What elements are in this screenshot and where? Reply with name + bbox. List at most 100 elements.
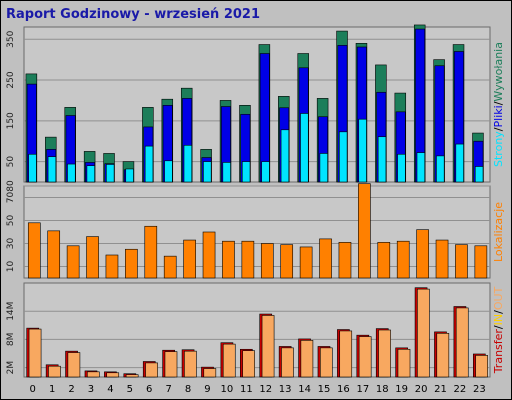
x-tick-label-hour-8: 8 — [185, 384, 191, 395]
bar-in-hour-2 — [67, 352, 81, 378]
bar-lokalizacje-hour-3 — [86, 236, 99, 279]
bar-in-hour-10 — [222, 343, 236, 378]
x-tick-label-hour-0: 0 — [30, 384, 36, 395]
bar-in-hour-13 — [281, 347, 294, 378]
bar-strony-hour-3 — [86, 165, 95, 183]
x-tick-label-hour-21: 21 — [434, 384, 447, 395]
bar-strony-hour-1 — [47, 156, 57, 183]
bar-strony-hour-0 — [28, 153, 37, 183]
bar-lokalizacje-hour-19 — [396, 240, 410, 279]
bar-lokalizacje-hour-23 — [474, 245, 488, 279]
bar-in-hour-0 — [28, 328, 42, 378]
bar-strony-hour-13 — [280, 129, 290, 183]
bar-lokalizacje-hour-5 — [125, 248, 138, 279]
x-tick-label-hour-3: 3 — [88, 384, 94, 395]
bar-lokalizacje-hour-8 — [183, 239, 196, 279]
x-tick-label-hour-6: 6 — [146, 384, 152, 395]
bar-lokalizacje-hour-11 — [241, 240, 255, 279]
bar-in-hour-20 — [417, 288, 430, 378]
bar-strony-hour-22 — [455, 143, 464, 183]
panel-bottom — [23, 282, 491, 378]
bar-strony-hour-2 — [67, 163, 76, 183]
bar-lokalizacje-hour-14 — [299, 246, 313, 279]
x-tick-label-hour-17: 17 — [356, 384, 369, 395]
bottom-y-tick-label: 8M — [6, 333, 16, 347]
middle-side-label: Lokalizacje — [492, 202, 505, 262]
middle-y-tick-label: 30 — [6, 238, 16, 250]
bar-in-hour-7 — [164, 351, 178, 378]
bar-in-hour-17 — [358, 336, 372, 378]
bar-lokalizacje-hour-16 — [338, 242, 352, 279]
bar-strony-hour-9 — [203, 161, 212, 183]
x-tick-label-hour-20: 20 — [415, 384, 428, 395]
top-y-tick-label: 150 — [6, 112, 16, 129]
x-tick-label-hour-22: 22 — [454, 384, 467, 395]
bar-in-hour-23 — [475, 355, 488, 378]
x-tick-label-hour-7: 7 — [165, 384, 171, 395]
bar-in-hour-16 — [339, 330, 353, 378]
bar-lokalizacje-hour-10 — [222, 240, 235, 279]
bar-strony-hour-21 — [436, 155, 445, 183]
bar-lokalizacje-hour-4 — [105, 254, 119, 279]
panel-top — [23, 26, 491, 183]
bar-lokalizacje-hour-21 — [435, 239, 449, 279]
bar-strony-hour-11 — [241, 161, 251, 183]
bar-strony-hour-8 — [183, 144, 193, 183]
bar-strony-hour-5 — [125, 168, 134, 183]
x-tick-label-hour-4: 4 — [107, 384, 113, 395]
side-label-part: Transfer — [492, 329, 505, 375]
bar-in-hour-22 — [455, 307, 469, 378]
bar-lokalizacje-hour-6 — [144, 225, 158, 279]
x-tick-label-hour-15: 15 — [318, 384, 331, 395]
middle-y-tick-label: 70 — [6, 192, 16, 204]
bottom-y-tick-label: 14M — [6, 302, 16, 321]
bar-lokalizacje-hour-22 — [455, 244, 468, 279]
bar-lokalizacje-hour-9 — [202, 231, 216, 279]
bar-strony-hour-15 — [319, 153, 328, 183]
bar-strony-hour-6 — [144, 145, 154, 183]
x-tick-label-hour-9: 9 — [204, 384, 210, 395]
top-side-label: Strony/Pliki/Wywołania — [492, 42, 505, 167]
bar-strony-hour-23 — [474, 166, 484, 183]
top-y-tick-label: 250 — [6, 71, 16, 88]
bar-in-hour-4 — [106, 372, 120, 378]
bar-lokalizacje-hour-18 — [377, 242, 391, 279]
bar-in-hour-3 — [86, 371, 100, 378]
bar-in-hour-15 — [319, 347, 333, 378]
side-label-part: IN — [492, 314, 505, 325]
bar-strony-hour-18 — [377, 136, 387, 183]
bar-lokalizacje-hour-20 — [416, 229, 429, 279]
bar-lokalizacje-hour-1 — [47, 230, 61, 279]
x-tick-label-hour-19: 19 — [395, 384, 408, 395]
bar-in-hour-8 — [184, 350, 197, 378]
bar-strony-hour-10 — [222, 162, 231, 183]
x-tick-label-hour-5: 5 — [127, 384, 133, 395]
x-tick-label-hour-14: 14 — [298, 384, 311, 395]
side-label-part: / — [492, 310, 505, 314]
middle-y-tick-label: 80 — [6, 180, 16, 192]
bar-in-hour-14 — [300, 340, 314, 378]
side-label-part: Pliki — [492, 105, 505, 127]
bar-lokalizacje-hour-13 — [280, 244, 294, 279]
bar-strony-hour-19 — [397, 153, 406, 183]
x-tick-label-hour-13: 13 — [279, 384, 292, 395]
side-label-part: / — [492, 101, 505, 105]
bottom-y-tick-label: 2M — [6, 361, 16, 375]
bar-strony-hour-16 — [339, 131, 348, 183]
side-label-part: Lokalizacje — [492, 202, 505, 262]
side-label-part: OUT — [492, 286, 505, 310]
side-label-part: / — [492, 127, 505, 131]
top-y-tick-label: 350 — [6, 30, 16, 47]
bar-in-hour-12 — [261, 315, 275, 378]
bar-in-hour-6 — [145, 362, 158, 378]
top-y-tick-label: 50 — [6, 156, 16, 168]
bar-strony-hour-14 — [300, 113, 309, 183]
bar-in-hour-5 — [125, 374, 139, 378]
bar-lokalizacje-hour-17 — [358, 183, 371, 279]
bottom-side-label: Transfer/IN/OUT — [492, 286, 505, 374]
bar-in-hour-21 — [436, 332, 450, 378]
bar-in-hour-9 — [203, 368, 217, 378]
bar-strony-hour-12 — [261, 161, 270, 183]
middle-y-tick-label: 10 — [6, 261, 16, 273]
